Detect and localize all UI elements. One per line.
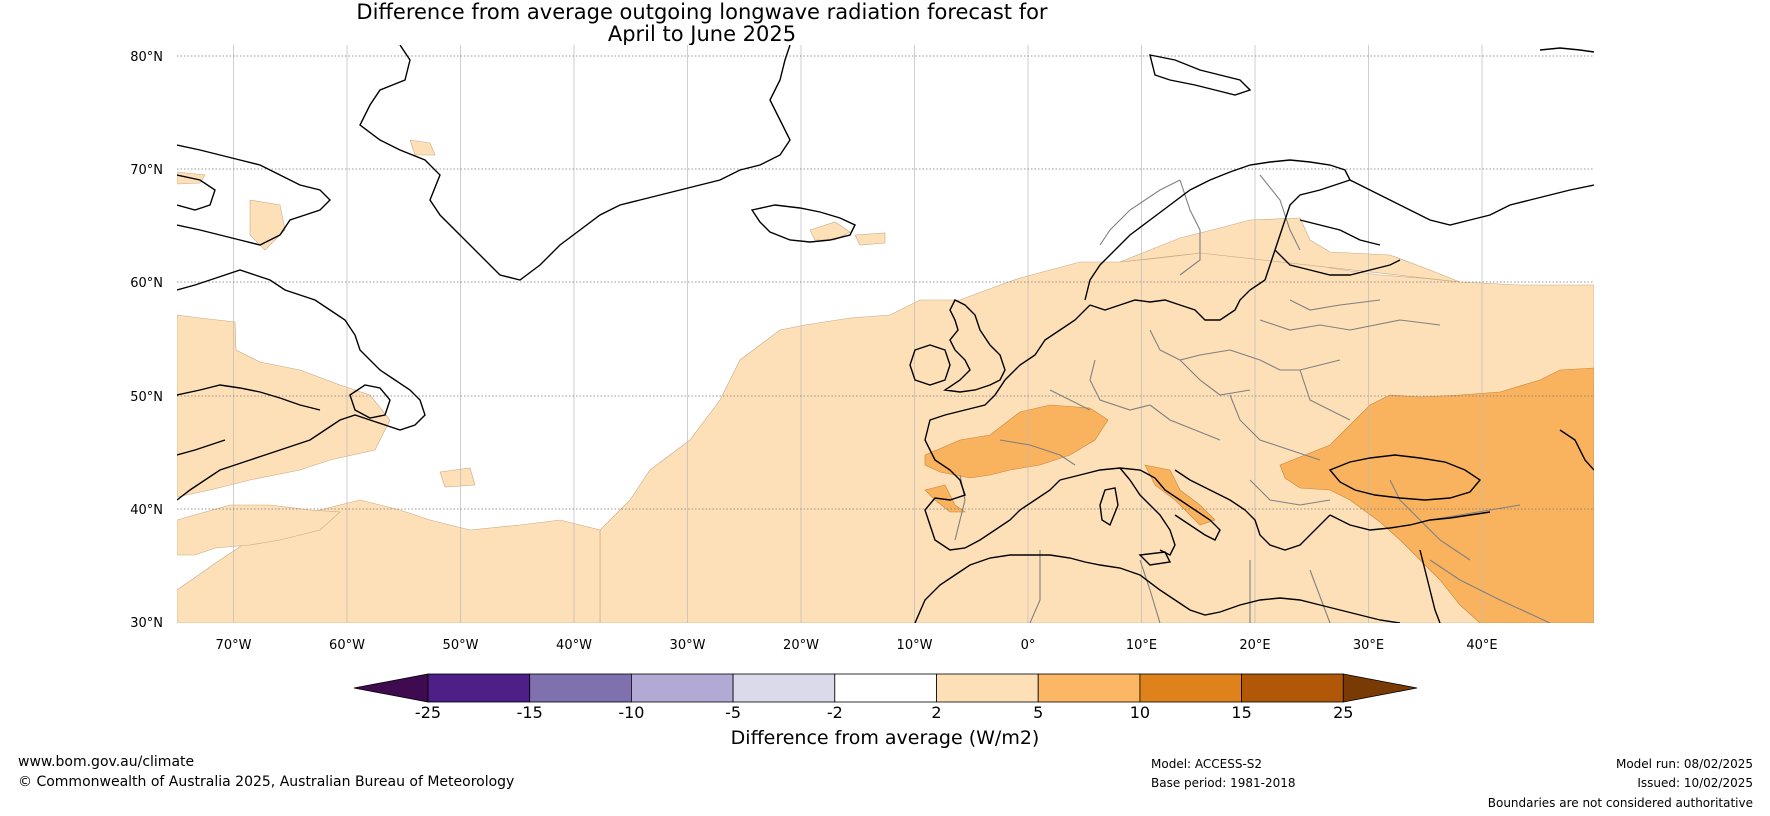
- lon-label: 40°E: [1466, 638, 1497, 653]
- colorbar-tick-label: 10: [1129, 703, 1151, 722]
- country-borders: [954, 174, 1551, 623]
- lon-label: 50°W: [443, 638, 479, 653]
- colorbar-title: Difference from average (W/m2): [730, 727, 1040, 749]
- colorbar-tick-label: -25: [414, 703, 442, 722]
- lon-label: 60°W: [329, 638, 365, 653]
- anomaly-region-light-iceland: [809, 221, 886, 246]
- copyright-text: © Commonwealth of Australia 2025, Austra…: [18, 774, 515, 790]
- anomaly-region-medium-east: [1279, 367, 1594, 623]
- map-title-line2: April to June 2025: [607, 22, 797, 46]
- colorbar-tick-label: -5: [725, 703, 742, 722]
- meridian-grid: [233, 45, 1483, 623]
- website-link[interactable]: www.bom.gov.au/climate: [18, 754, 195, 770]
- anomaly-region-light-small-atlantic: [439, 467, 476, 488]
- lat-label: 70°N: [130, 163, 163, 178]
- anomaly-region-medium-italy: [1144, 464, 1216, 526]
- colorbar-tick-label: -2: [826, 703, 843, 722]
- colorbar-tick-label: 2: [931, 703, 942, 722]
- model-run-text: Model run: 08/02/2025: [1615, 757, 1753, 771]
- colorbar-bin: [936, 673, 1039, 703]
- lon-label: 20°W: [783, 638, 819, 653]
- issued-text: Issued: 10/02/2025: [1637, 776, 1753, 790]
- coastlines: [177, 45, 1594, 623]
- anomaly-region-light-scandinavia: [1119, 217, 1461, 283]
- anomaly-region-light-east: [599, 252, 1594, 623]
- anomaly-region-medium-iberia: [924, 484, 966, 513]
- model-text: Model: ACCESS-S2: [1151, 757, 1263, 771]
- lat-label: 80°N: [130, 50, 163, 65]
- colorbar-bin: [1139, 673, 1243, 703]
- anomaly-region-light-north-america: [177, 314, 391, 498]
- colorbar-bin: [631, 673, 734, 703]
- disclaimer-text: Boundaries are not considered authoritat…: [1487, 796, 1753, 810]
- lat-label: 30°N: [130, 616, 163, 631]
- lon-label: 70°W: [216, 638, 252, 653]
- colorbar-tick-label: 15: [1231, 703, 1252, 722]
- colorbar-tick-label: -10: [618, 703, 645, 722]
- lat-label: 50°N: [130, 390, 163, 405]
- base-period-text: Base period: 1981-2018: [1151, 776, 1296, 790]
- parallel-grid: [177, 55, 1594, 510]
- colorbar: [353, 673, 1418, 703]
- colorbar-bin: [529, 673, 632, 703]
- longitude-labels: 70°W 60°W 50°W 40°W 30°W 20°W 10°W 0° 10…: [216, 638, 1498, 653]
- colorbar-bin: [427, 673, 531, 703]
- lon-label: 10°W: [897, 638, 933, 653]
- colorbar-bin: [834, 673, 937, 703]
- lon-label: 20°E: [1239, 638, 1270, 653]
- colorbar-extend-high: [1342, 673, 1418, 703]
- lat-label: 60°N: [130, 276, 163, 291]
- lon-label: 10°E: [1126, 638, 1157, 653]
- map-title-line1: Difference from average outgoing longwav…: [356, 0, 1048, 24]
- anomaly-region-light-newfoundland-south: [177, 504, 341, 556]
- colorbar-bin: [1241, 673, 1344, 703]
- lon-label: 0°: [1021, 638, 1036, 653]
- anomaly-region-light-greenland: [177, 139, 436, 251]
- colorbar-bin: [1037, 673, 1141, 703]
- lon-label: 40°W: [556, 638, 592, 653]
- colorbar-extend-low: [353, 673, 429, 703]
- colorbar-tick-label: -15: [516, 703, 543, 722]
- latitude-labels: 80°N 70°N 60°N 50°N 40°N 30°N: [130, 50, 163, 631]
- lon-label: 30°E: [1353, 638, 1384, 653]
- colorbar-tick-label: 5: [1033, 703, 1044, 722]
- colorbar-tick-label: 25: [1333, 703, 1354, 722]
- lon-label: 30°W: [670, 638, 706, 653]
- colorbar-bin: [732, 673, 836, 703]
- lat-label: 40°N: [130, 503, 163, 518]
